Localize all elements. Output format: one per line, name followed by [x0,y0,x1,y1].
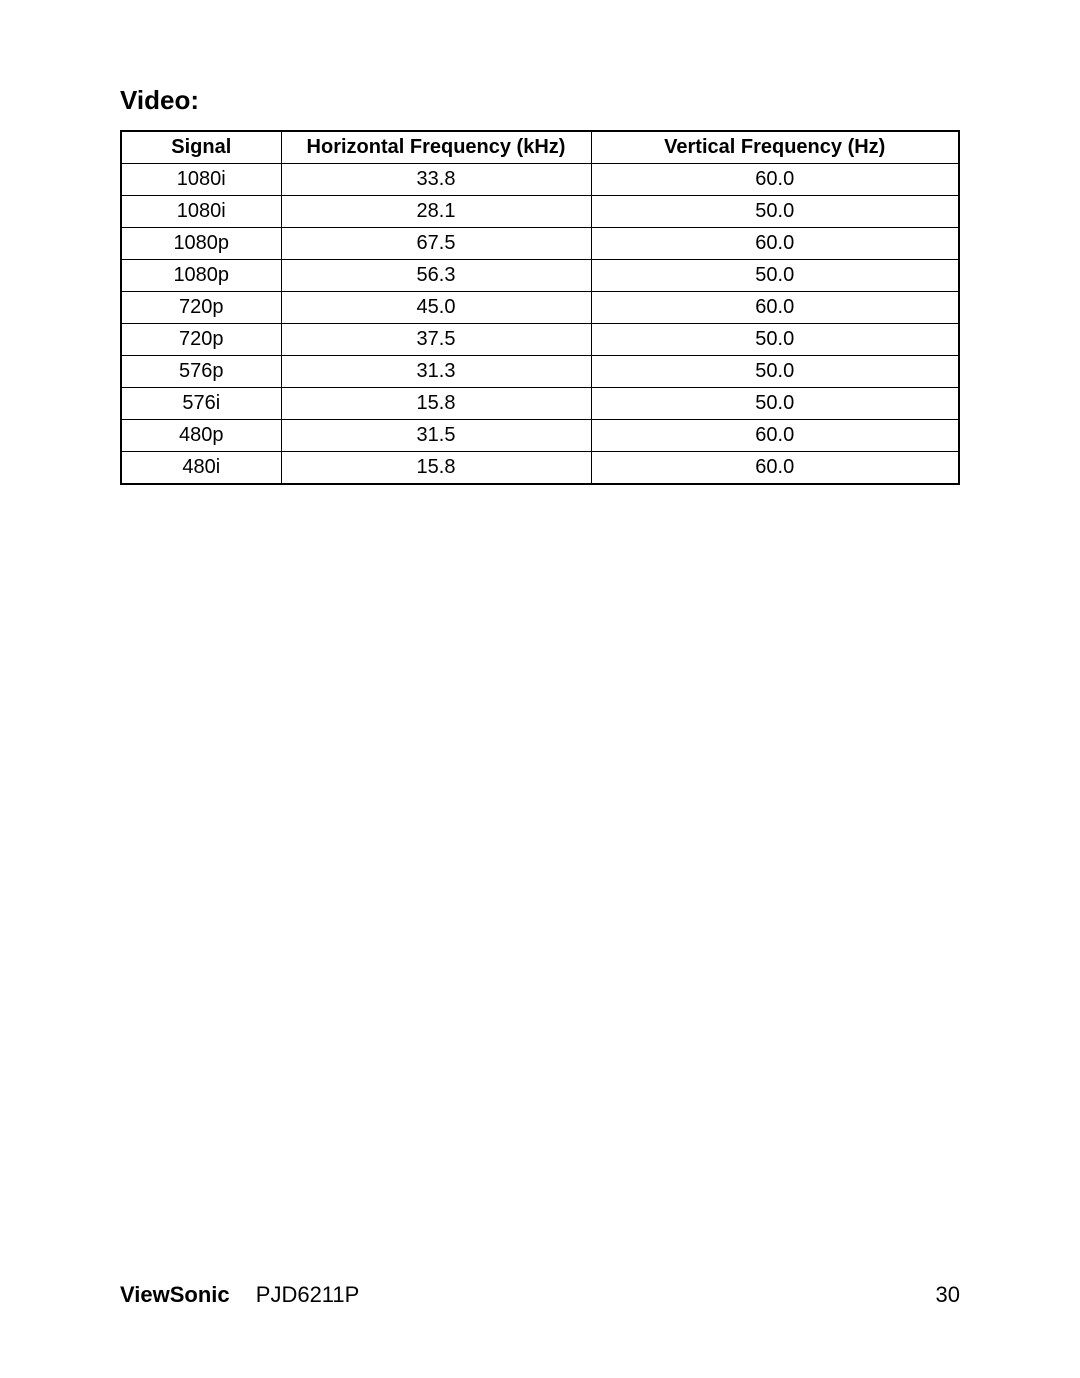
cell-hfreq: 37.5 [281,324,591,356]
table-row: 480p 31.5 60.0 [121,420,959,452]
cell-vfreq: 60.0 [591,420,959,452]
document-page: Video: Signal Horizontal Frequency (kHz)… [0,0,1080,485]
cell-vfreq: 60.0 [591,164,959,196]
table-row: 1080i 28.1 50.0 [121,196,959,228]
section-title: Video: [120,85,960,116]
cell-vfreq: 50.0 [591,324,959,356]
cell-hfreq: 31.3 [281,356,591,388]
cell-vfreq: 60.0 [591,292,959,324]
table-row: 1080p 56.3 50.0 [121,260,959,292]
col-header-signal: Signal [121,131,281,164]
footer-left: ViewSonic PJD6211P [120,1282,359,1308]
model-name: PJD6211P [256,1282,360,1307]
table-row: 576i 15.8 50.0 [121,388,959,420]
cell-hfreq: 15.8 [281,388,591,420]
cell-signal: 480p [121,420,281,452]
table-row: 720p 45.0 60.0 [121,292,959,324]
brand-name: ViewSonic [120,1282,230,1307]
cell-hfreq: 45.0 [281,292,591,324]
col-header-vfreq: Vertical Frequency (Hz) [591,131,959,164]
cell-signal: 1080i [121,164,281,196]
cell-signal: 1080p [121,228,281,260]
cell-hfreq: 28.1 [281,196,591,228]
table-header-row: Signal Horizontal Frequency (kHz) Vertic… [121,131,959,164]
cell-hfreq: 15.8 [281,452,591,485]
table-row: 1080p 67.5 60.0 [121,228,959,260]
cell-hfreq: 56.3 [281,260,591,292]
table-row: 480i 15.8 60.0 [121,452,959,485]
cell-vfreq: 50.0 [591,356,959,388]
page-footer: ViewSonic PJD6211P 30 [120,1282,960,1308]
cell-signal: 720p [121,292,281,324]
cell-signal: 720p [121,324,281,356]
cell-vfreq: 50.0 [591,196,959,228]
video-timing-table: Signal Horizontal Frequency (kHz) Vertic… [120,130,960,485]
page-number: 30 [936,1282,960,1308]
cell-signal: 480i [121,452,281,485]
cell-vfreq: 60.0 [591,452,959,485]
table-row: 576p 31.3 50.0 [121,356,959,388]
cell-vfreq: 50.0 [591,388,959,420]
cell-hfreq: 31.5 [281,420,591,452]
cell-vfreq: 50.0 [591,260,959,292]
table-row: 720p 37.5 50.0 [121,324,959,356]
cell-signal: 576i [121,388,281,420]
col-header-hfreq: Horizontal Frequency (kHz) [281,131,591,164]
cell-vfreq: 60.0 [591,228,959,260]
cell-signal: 1080p [121,260,281,292]
cell-hfreq: 67.5 [281,228,591,260]
cell-hfreq: 33.8 [281,164,591,196]
cell-signal: 1080i [121,196,281,228]
cell-signal: 576p [121,356,281,388]
table-row: 1080i 33.8 60.0 [121,164,959,196]
